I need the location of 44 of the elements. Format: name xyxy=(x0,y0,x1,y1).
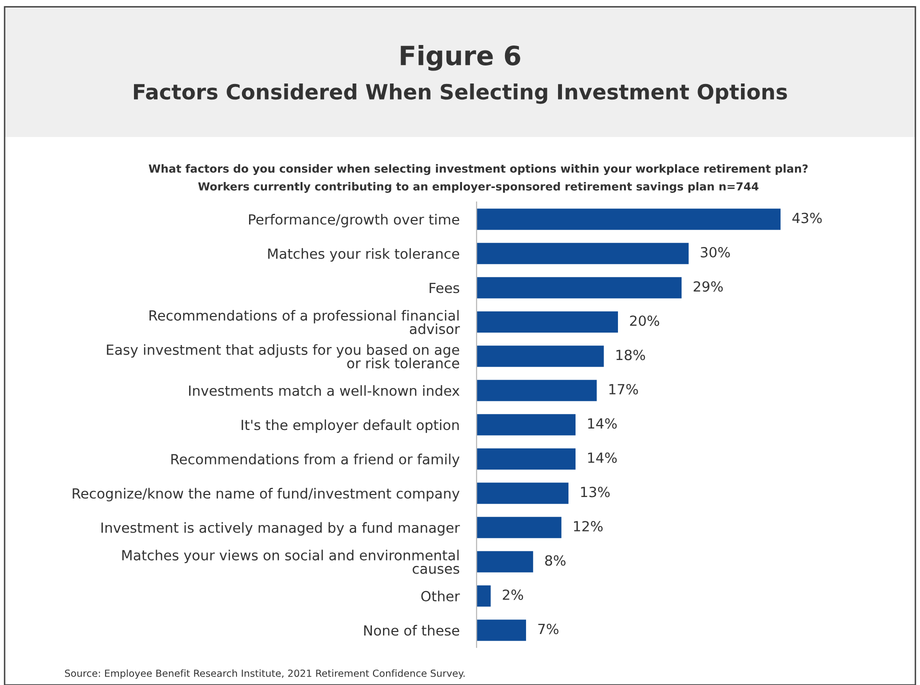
data-label: 30% xyxy=(700,246,730,258)
y-tick-label: Recommendations of a professional financial advisor xyxy=(150,310,460,334)
bar xyxy=(476,482,568,504)
bar xyxy=(476,380,597,402)
data-label: 14% xyxy=(588,452,617,463)
bar xyxy=(476,311,618,333)
data-label: 12% xyxy=(574,520,603,532)
data-label: 2% xyxy=(502,589,524,600)
data-label: 13% xyxy=(581,486,610,498)
y-tick-label: Easy investment that adjusts for you based on age or risk tolerance xyxy=(106,344,460,368)
y-tick-label: Performance/growth over time xyxy=(249,214,460,228)
data-label: 20% xyxy=(630,315,660,326)
y-tick-label: Matches your views on social and environmental causes xyxy=(122,550,460,574)
text: What factors do you consider when selecting investment options within your workplace retirement plan? xyxy=(148,164,808,176)
bar xyxy=(476,516,562,538)
bar xyxy=(476,208,781,230)
bar xyxy=(476,346,604,367)
data-label: 14% xyxy=(588,418,617,429)
chart-subtitle: Factors Considered When Selecting Investment Options xyxy=(134,83,787,104)
bar xyxy=(476,585,491,607)
source-note: Source: Employee Benefit Research Institute, 2021 Retirement Confidence Survey. xyxy=(65,669,465,679)
bar xyxy=(476,414,576,436)
y-tick-label: Fees xyxy=(430,282,460,294)
data-label: 8% xyxy=(545,555,566,566)
y-tick-label: Recommendations from a friend or family xyxy=(171,454,460,468)
bar xyxy=(476,277,682,298)
data-label: 43% xyxy=(792,212,822,224)
data-label: 29% xyxy=(694,281,723,292)
data-label: 7% xyxy=(538,624,558,634)
bar xyxy=(476,620,526,641)
data-label: 18% xyxy=(616,350,646,360)
bar xyxy=(476,551,534,572)
text: Workers currently contributing to an employer-sponsored retirement savings plan n=744 xyxy=(198,182,758,193)
y-tick-label: Matches your risk tolerance xyxy=(268,248,460,262)
chart-title: Figure 6 xyxy=(400,45,520,71)
data-label: 17% xyxy=(609,384,638,394)
y-tick-label: Other xyxy=(421,590,460,602)
y-tick-label: It's the employer default option xyxy=(242,419,459,433)
y-tick-label: Investment is actively managed by a fund manager xyxy=(101,522,460,536)
bar xyxy=(476,242,689,264)
y-tick-label: Recognize/know the name of fund/investment company xyxy=(72,488,460,502)
bar xyxy=(476,448,576,470)
y-tick-label: None of these xyxy=(364,624,460,636)
y-tick-label: Investments match a well-known index xyxy=(189,385,460,396)
